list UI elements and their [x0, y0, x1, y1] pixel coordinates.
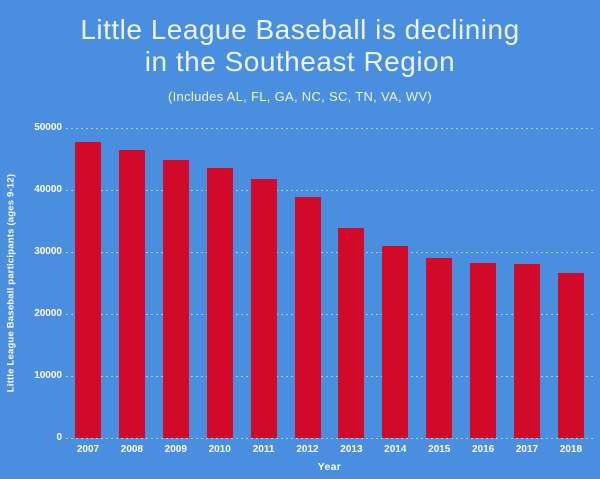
x-axis-title: Year: [317, 461, 342, 473]
bar-2017: [514, 264, 540, 438]
y-tick-label: 30000: [34, 246, 62, 257]
bar-2018: [557, 273, 584, 438]
bar-2013: [338, 227, 365, 438]
bar-2016: [470, 263, 497, 438]
chart-title-line2: in the Southeast Region: [144, 46, 456, 77]
gridline-0: [66, 438, 593, 439]
y-axis-title: Little League Baseball participants (age…: [5, 173, 17, 393]
bar-2007: [75, 141, 101, 438]
gridline-30000: [66, 252, 593, 253]
bar-2011: [250, 179, 277, 438]
bar-2008: [118, 149, 145, 438]
y-tick-label: 20000: [34, 308, 62, 319]
y-tick-label: 40000: [34, 184, 62, 195]
gridline-10000: [66, 376, 593, 377]
bar-2015: [426, 257, 453, 438]
x-tick-label: 2014: [384, 444, 407, 455]
gridline-20000: [66, 314, 593, 315]
x-tick-label: 2011: [252, 444, 275, 455]
chart-title: Little League Baseball is declining in t…: [0, 14, 600, 78]
y-tick-label: 0: [56, 432, 62, 443]
x-tick-label: 2018: [559, 444, 583, 455]
x-tick-label: 2007: [76, 444, 100, 455]
x-tick-label: 2010: [208, 444, 231, 455]
x-tick-label: 2012: [296, 444, 319, 455]
x-tick-label: 2013: [340, 444, 363, 455]
x-tick-label: 2017: [515, 444, 539, 455]
chart-subtitle: (Includes AL, FL, GA, NC, SC, TN, VA, WV…: [168, 89, 432, 104]
x-tick-label: 2008: [120, 444, 144, 455]
y-tick-label: 10000: [34, 370, 62, 381]
gridline-40000: [66, 190, 593, 191]
bar-2014: [382, 246, 409, 438]
x-tick-label: 2016: [471, 444, 495, 455]
plot-area: 0 10000 20000 30000 40000 50000 2007 2008 2009 20…: [34, 123, 593, 455]
gridline-50000: [66, 128, 593, 129]
bar-2012: [294, 196, 321, 438]
bar-2009: [162, 160, 189, 438]
y-tick-label: 50000: [34, 122, 62, 133]
chart-title-line1: Little League Baseball is declining: [80, 14, 520, 45]
bar-2010: [206, 168, 233, 438]
x-tick-label: 2015: [428, 444, 451, 455]
x-tick-label: 2009: [164, 444, 187, 455]
